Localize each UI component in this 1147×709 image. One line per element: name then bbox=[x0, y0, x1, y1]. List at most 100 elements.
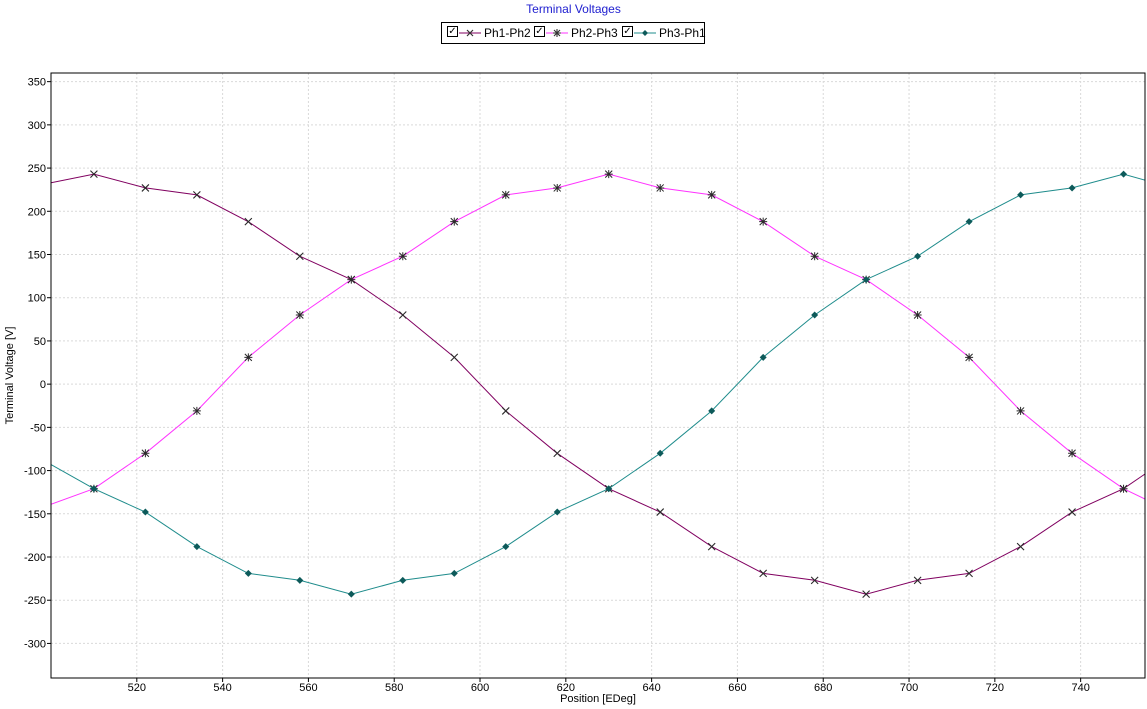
x-tick-label: 640 bbox=[642, 682, 660, 694]
series-ph3-ph1 bbox=[51, 170, 1145, 598]
data-point-ph3-ph1 bbox=[862, 276, 870, 284]
data-point-ph2-ph3 bbox=[604, 170, 613, 179]
data-point-ph1-ph2 bbox=[656, 508, 665, 516]
legend-checkbox-ph1-ph2[interactable]: ✓ bbox=[447, 26, 458, 37]
y-tick-label: 300 bbox=[28, 120, 46, 132]
x-tick-label: 660 bbox=[728, 682, 746, 694]
data-point-ph1-ph2 bbox=[141, 184, 150, 192]
y-tick-label: -250 bbox=[24, 595, 46, 607]
data-point-ph3-ph1 bbox=[141, 508, 149, 516]
x-tick-label: 600 bbox=[471, 682, 489, 694]
x-axis-label: Position [EDeg] bbox=[560, 693, 636, 705]
plot-frame bbox=[50, 72, 1146, 679]
x-tick-label: 700 bbox=[900, 682, 918, 694]
data-point-ph1-ph2 bbox=[965, 569, 973, 578]
x-tick-label: 520 bbox=[128, 682, 146, 694]
data-point-ph2-ph3 bbox=[1119, 484, 1128, 493]
y-axis-label: Terminal Voltage [V] bbox=[4, 327, 16, 425]
legend-symbol-ph1-ph2 bbox=[459, 29, 481, 37]
data-point-ph3-ph1 bbox=[90, 485, 98, 493]
data-point-ph3-ph1 bbox=[553, 508, 561, 516]
data-point-ph1-ph2 bbox=[1068, 508, 1076, 516]
data-point-ph1-ph2 bbox=[450, 353, 459, 362]
chart-title: Terminal Voltages bbox=[526, 2, 621, 16]
data-point-ph1-ph2 bbox=[295, 252, 304, 261]
data-point-ph2-ph3 bbox=[141, 449, 150, 458]
data-point-ph2-ph3 bbox=[1068, 449, 1077, 458]
y-tick-label: 200 bbox=[28, 206, 46, 218]
data-point-ph2-ph3 bbox=[347, 275, 356, 284]
legend-symbol-ph2-ph3 bbox=[546, 29, 568, 37]
data-point-ph3-ph1 bbox=[244, 569, 252, 577]
data-point-ph3-ph1 bbox=[965, 218, 973, 226]
y-tick-label: 0 bbox=[40, 379, 46, 391]
data-point-ph1-ph2 bbox=[707, 542, 716, 551]
data-point-ph2-ph3 bbox=[965, 353, 974, 362]
data-point-ph1-ph2 bbox=[398, 311, 407, 319]
data-point-ph2-ph3 bbox=[244, 353, 253, 362]
data-point-ph3-ph1 bbox=[656, 449, 664, 457]
x-tick-label: 540 bbox=[213, 682, 231, 694]
data-point-ph3-ph1 bbox=[296, 576, 304, 584]
data-point-ph2-ph3 bbox=[810, 252, 819, 261]
data-point-ph2-ph3 bbox=[759, 217, 768, 226]
data-point-ph2-ph3 bbox=[1016, 406, 1025, 415]
data-point-ph1-ph2 bbox=[913, 576, 922, 585]
data-point-ph3-ph1 bbox=[1017, 191, 1025, 199]
series-ph2-ph3 bbox=[51, 170, 1145, 505]
data-point-ph2-ph3 bbox=[913, 311, 922, 319]
data-point-ph2-ph3 bbox=[707, 190, 716, 199]
data-point-ph1-ph2 bbox=[862, 590, 871, 599]
data-point-ph2-ph3 bbox=[398, 252, 407, 261]
data-point-ph1-ph2 bbox=[759, 569, 768, 578]
y-tick-label: -50 bbox=[30, 422, 46, 434]
data-point-ph1-ph2 bbox=[501, 407, 510, 415]
legend-symbol-ph3-ph1 bbox=[634, 30, 656, 36]
x-tick-label: 680 bbox=[814, 682, 832, 694]
legend-label-ph2-ph3: Ph2-Ph3 bbox=[571, 26, 618, 40]
data-point-ph1-ph2 bbox=[192, 190, 201, 199]
legend-label-ph1-ph2: Ph1-Ph2 bbox=[484, 26, 531, 40]
x-tick-label: 620 bbox=[557, 682, 575, 694]
y-tick-label: -300 bbox=[24, 638, 46, 650]
data-point-ph1-ph2 bbox=[553, 449, 562, 458]
data-point-ph3-ph1 bbox=[193, 543, 201, 551]
data-point-ph3-ph1 bbox=[450, 569, 458, 577]
y-tick-label: 150 bbox=[28, 250, 46, 262]
data-point-ph3-ph1 bbox=[399, 576, 407, 584]
x-tick-label: 720 bbox=[986, 682, 1004, 694]
x-tick-label: 740 bbox=[1071, 682, 1089, 694]
data-point-ph2-ph3 bbox=[295, 311, 304, 319]
data-point-ph3-ph1 bbox=[1068, 184, 1076, 192]
data-point-ph3-ph1 bbox=[502, 543, 510, 551]
legend-checkbox-ph2-ph3[interactable]: ✓ bbox=[534, 26, 545, 37]
series-line-ph2-ph3 bbox=[51, 173, 1145, 505]
y-tick-label: 250 bbox=[28, 163, 46, 175]
y-tick-label: -150 bbox=[24, 509, 46, 521]
data-point-ph1-ph2 bbox=[90, 170, 98, 179]
y-tick-label: -100 bbox=[24, 466, 46, 478]
data-point-ph3-ph1 bbox=[605, 485, 613, 493]
data-point-ph2-ph3 bbox=[192, 406, 201, 415]
data-point-ph3-ph1 bbox=[347, 590, 355, 598]
data-point-ph2-ph3 bbox=[656, 183, 665, 192]
legend-label-ph3-ph1: Ph3-Ph1 bbox=[659, 26, 706, 40]
data-point-ph2-ph3 bbox=[450, 217, 459, 226]
data-point-ph1-ph2 bbox=[244, 217, 253, 226]
legend: ✓ Ph1-Ph2 ✓ Ph2-Ph3 ✓ Ph3-Ph1 bbox=[441, 22, 706, 44]
y-tick-label: -200 bbox=[24, 552, 46, 564]
data-point-ph3-ph1 bbox=[811, 311, 819, 319]
y-tick-label: 100 bbox=[28, 293, 46, 305]
data-point-ph1-ph2 bbox=[1016, 542, 1025, 551]
legend-checkbox-ph3-ph1[interactable]: ✓ bbox=[622, 26, 633, 37]
data-point-ph2-ph3 bbox=[553, 183, 562, 192]
data-point-ph3-ph1 bbox=[1120, 170, 1128, 178]
x-tick-label: 580 bbox=[385, 682, 403, 694]
data-point-ph3-ph1 bbox=[914, 252, 922, 260]
y-tick-label: 50 bbox=[34, 336, 46, 348]
x-tick-label: 560 bbox=[299, 682, 317, 694]
data-point-ph3-ph1 bbox=[759, 353, 767, 361]
data-point-ph2-ph3 bbox=[501, 190, 510, 199]
data-point-ph1-ph2 bbox=[810, 576, 819, 585]
